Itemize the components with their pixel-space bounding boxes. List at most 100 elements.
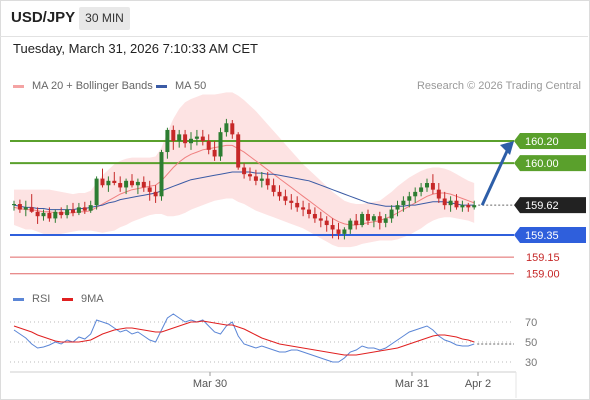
projection-arrow-head	[500, 141, 514, 155]
candle-body	[118, 183, 123, 188]
candle	[47, 207, 52, 222]
candle	[124, 178, 129, 195]
candle	[324, 216, 329, 232]
candle	[460, 200, 465, 212]
rsi-legend-label: RSI	[32, 293, 51, 305]
current-price-label: 159.62	[525, 200, 559, 212]
candle	[88, 200, 93, 213]
candle-body	[82, 207, 87, 211]
candle	[336, 222, 341, 240]
candle	[153, 185, 158, 203]
candle-body	[454, 200, 459, 208]
candle-body	[342, 229, 347, 234]
candle-body	[425, 183, 429, 188]
rsi-ma-legend-swatch	[62, 298, 73, 301]
candle-body	[130, 180, 134, 186]
candle	[82, 201, 87, 214]
rsi-legend-swatch	[13, 298, 24, 301]
candle	[407, 191, 412, 208]
candle-body	[165, 129, 170, 153]
candle-body	[301, 207, 306, 210]
candle	[342, 227, 347, 240]
rsi-tick-label: 70	[525, 317, 537, 329]
candle	[159, 149, 164, 201]
candle-body	[271, 185, 276, 192]
candle	[466, 202, 471, 212]
candle	[259, 171, 264, 188]
candle	[189, 132, 193, 150]
candle	[106, 176, 111, 192]
candle-body	[76, 207, 81, 213]
candle	[242, 163, 247, 179]
candle-body	[295, 202, 300, 208]
candle-body	[460, 205, 465, 208]
candle-body	[277, 191, 282, 197]
timeframe-badge[interactable]: 30 MIN	[79, 7, 130, 30]
candle-body	[407, 196, 412, 201]
candle-body	[124, 180, 129, 188]
candle-body	[200, 136, 205, 141]
candle	[448, 196, 453, 212]
level-label-3: 159.15	[526, 252, 560, 264]
copyright-label: Research © 2026 Trading Central	[416, 80, 581, 92]
candle-body	[348, 220, 353, 230]
candle-body	[141, 181, 146, 188]
candle	[295, 196, 300, 212]
candle	[395, 200, 400, 217]
candle	[200, 129, 205, 146]
ma20-legend-label: MA 20 + Bollinger Bands	[32, 80, 153, 92]
candle-body	[395, 205, 400, 210]
candle-body	[135, 181, 140, 186]
candle	[94, 176, 99, 210]
level-badge-shape	[514, 155, 586, 172]
candle-body	[360, 213, 365, 226]
candle	[118, 176, 123, 192]
rsi-ma-legend-label: 9MA	[81, 293, 104, 305]
candle	[472, 200, 477, 210]
candle-body	[436, 189, 441, 199]
candle-body	[147, 187, 152, 192]
candle-body	[41, 212, 46, 217]
candle-body	[177, 134, 182, 141]
candle	[171, 125, 176, 150]
candle	[377, 211, 382, 230]
candle-body	[330, 225, 335, 230]
candle	[419, 183, 424, 197]
candle-body	[194, 136, 199, 139]
level-badge-2: 159.35	[514, 227, 586, 243]
candle-body	[448, 200, 453, 206]
candle	[253, 169, 258, 186]
candle-body	[171, 129, 176, 141]
candle	[330, 218, 335, 239]
candle-body	[112, 180, 117, 184]
candle-body	[12, 204, 16, 206]
candle-body	[88, 205, 93, 211]
candle-body	[259, 178, 264, 181]
candle	[430, 174, 435, 195]
candle	[12, 200, 16, 211]
candle	[59, 207, 64, 219]
rsi-line	[13, 313, 475, 363]
level-badge-shape	[514, 133, 586, 149]
candle-body	[430, 183, 435, 190]
candle-body	[283, 196, 288, 201]
level-label-4: 159.00	[526, 269, 560, 281]
candle	[413, 187, 418, 203]
candle-body	[17, 204, 22, 210]
ma50-legend-label: MA 50	[175, 80, 207, 92]
candle	[454, 194, 459, 210]
candle-body	[224, 123, 229, 133]
datetime-label: Tuesday, March 31, 2026 7:10:33 AM CET	[13, 41, 258, 56]
candle-body	[324, 220, 329, 226]
candle-body	[366, 213, 370, 221]
time-tick-label: Mar 30	[193, 378, 227, 390]
current-price-badge: 159.62	[514, 197, 586, 214]
candle-body	[183, 134, 188, 144]
rsi-tick-label: 30	[525, 357, 537, 369]
projection-arrow-shaft	[480, 148, 510, 206]
candle-body	[377, 216, 382, 223]
candle-body	[59, 211, 64, 216]
level-badge-shape	[514, 227, 586, 243]
candle	[366, 209, 370, 226]
candle	[224, 118, 229, 137]
